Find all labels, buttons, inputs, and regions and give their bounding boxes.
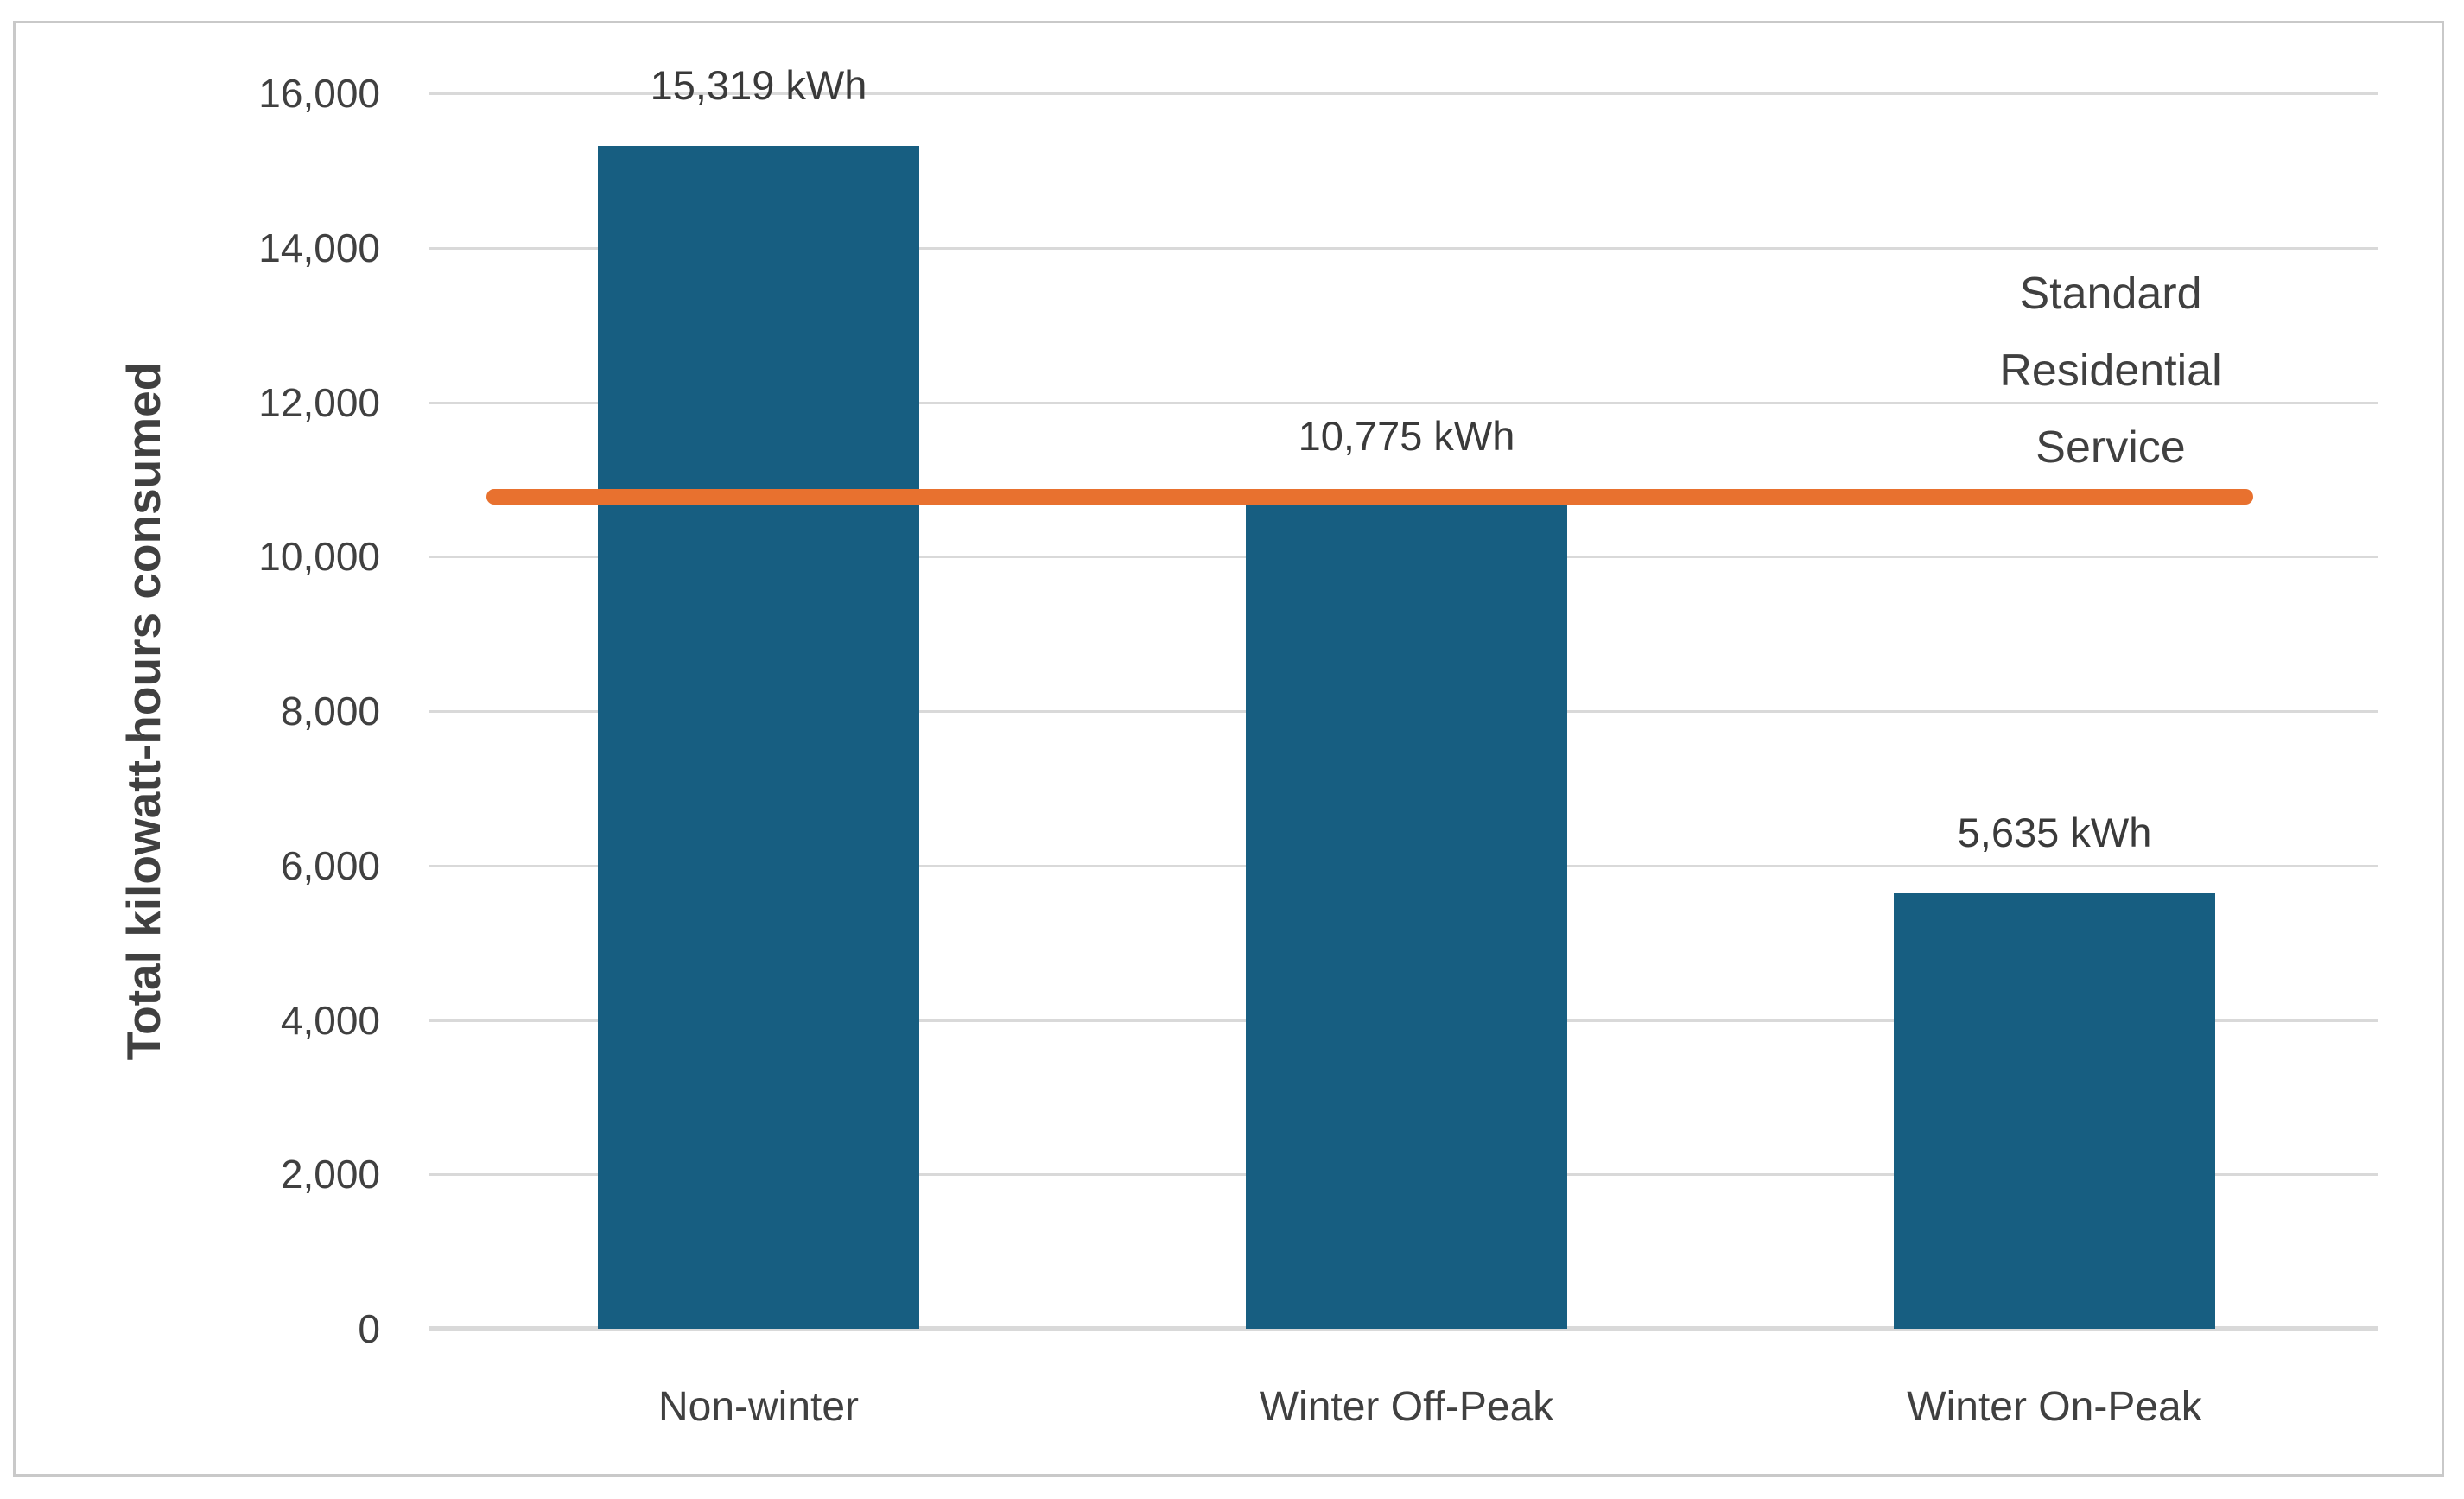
bar-value-label: 15,319 kWh — [650, 61, 867, 108]
bar — [1894, 893, 2215, 1329]
x-category-label: Non-winter — [657, 1384, 860, 1430]
bar-value-label: 10,775 kWh — [1298, 412, 1515, 459]
gridline — [429, 246, 2378, 250]
reference-line-label: Service — [2035, 422, 2186, 473]
reference-line-label: Standard — [2019, 269, 2202, 319]
y-tick-label: 12,000 — [258, 379, 380, 425]
y-tick-label: 0 — [358, 1306, 380, 1351]
y-tick-label: 16,000 — [258, 71, 380, 116]
y-tick-label: 8,000 — [280, 689, 380, 734]
bar — [598, 145, 919, 1329]
bar-value-label: 5,635 kWh — [1957, 810, 2152, 856]
y-tick-label: 4,000 — [280, 997, 380, 1043]
y-tick-label: 14,000 — [258, 225, 380, 270]
reference-line-label: Residential — [1999, 346, 2222, 396]
y-tick-label: 2,000 — [280, 1152, 380, 1197]
bar — [1246, 496, 1567, 1329]
reference-line — [486, 488, 2253, 505]
chart-frame: Total kilowatt-hours consumed 0 2,000 4,00… — [13, 21, 2444, 1477]
gridline — [429, 401, 2378, 404]
gridline — [429, 92, 2378, 95]
x-category-label: Winter On-Peak — [1907, 1384, 2202, 1430]
y-tick-label: 10,000 — [258, 534, 380, 580]
x-axis-line — [429, 1326, 2378, 1331]
x-category-label: Winter Off-Peak — [1259, 1384, 1554, 1430]
y-tick-label: 6,000 — [280, 842, 380, 888]
